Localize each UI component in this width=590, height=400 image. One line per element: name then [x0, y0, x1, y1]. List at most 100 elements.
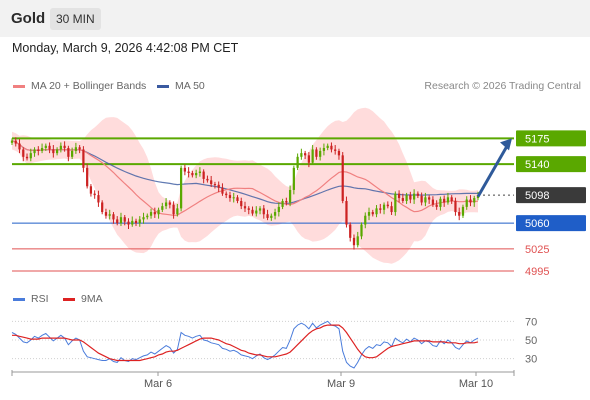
candle-body — [243, 206, 247, 209]
candle-body — [431, 199, 435, 205]
candle-body — [345, 201, 348, 225]
candle-body — [356, 236, 359, 246]
x-tick-label: Mar 9 — [327, 378, 355, 390]
candle-body — [97, 195, 100, 203]
rsi-tick-50: 50 — [525, 335, 537, 347]
candle-body — [397, 193, 401, 199]
candle-body — [161, 206, 164, 210]
candle-body — [108, 214, 111, 216]
candle-body — [390, 206, 393, 213]
legend-ma50: MA 50 — [157, 80, 205, 92]
x-tick-label: Mar 6 — [144, 378, 172, 390]
x-tick-label: Mar 10 — [459, 378, 493, 390]
ma20-legend-label: MA 20 + Bollinger Bands — [31, 80, 147, 92]
candle-body — [25, 156, 29, 159]
forecast-arrow-shaft — [476, 143, 510, 198]
candle-body — [262, 208, 265, 215]
candle-body — [168, 202, 171, 205]
candle-body — [326, 145, 329, 148]
candle-body — [138, 219, 141, 224]
candle-body — [210, 180, 213, 185]
candle-body — [240, 201, 243, 207]
candle-body — [187, 171, 190, 174]
level-tag-5060 — [516, 215, 586, 232]
level-label-5140: 5140 — [525, 159, 549, 171]
ma50-line — [11, 140, 479, 205]
ma50-swatch — [157, 84, 169, 88]
rsi-swatch — [13, 297, 25, 301]
candle-body — [134, 220, 138, 224]
candle-body — [300, 153, 303, 157]
candle-body — [112, 214, 115, 220]
candle-body — [420, 195, 423, 203]
candle-body — [277, 206, 280, 213]
candle-body — [89, 186, 93, 194]
candle-body — [55, 149, 59, 154]
candle-body — [251, 209, 254, 214]
level-tag-5175 — [516, 130, 586, 147]
candle-body — [123, 217, 126, 222]
candle-body — [281, 201, 284, 207]
candle-body — [104, 212, 108, 216]
candle-body — [191, 173, 194, 176]
candle-body — [131, 220, 134, 225]
rsi-legend-label: RSI — [31, 293, 49, 305]
candle-body — [119, 217, 123, 224]
ma20-line — [11, 140, 479, 217]
candle-body — [266, 214, 269, 218]
candle-body — [367, 212, 371, 216]
candle-body — [22, 149, 25, 157]
timeframe-badge[interactable]: 30 MIN — [50, 8, 101, 30]
candle-body — [258, 208, 262, 211]
chart-datetime: Monday, March 9, 2026 4:42:08 PM CET — [12, 41, 239, 55]
candle-body — [412, 193, 416, 200]
candle-body — [473, 198, 476, 203]
candle-body — [176, 208, 179, 215]
candle-body — [255, 210, 258, 214]
candle-body — [228, 195, 232, 199]
candle-body — [202, 171, 205, 179]
candle-body — [454, 201, 457, 213]
candle-body — [236, 197, 239, 201]
candle-body — [78, 147, 81, 150]
candle-body — [330, 145, 333, 150]
candle-body — [59, 145, 62, 150]
candle-body — [304, 153, 307, 156]
candle-body — [74, 147, 78, 151]
candle-body — [14, 140, 17, 144]
legend-ma20: MA 20 + Bollinger Bands — [13, 80, 146, 92]
candle-body — [172, 204, 175, 215]
candle-body — [337, 150, 341, 156]
candle-body — [394, 193, 397, 213]
candle-body — [341, 155, 344, 201]
candle-body — [386, 204, 389, 207]
candle-body — [334, 149, 337, 151]
candle-body — [157, 209, 160, 215]
candle-body — [40, 147, 44, 151]
header-bar: Gold 30 MIN — [0, 0, 590, 37]
level-label-4995: 4995 — [525, 266, 549, 278]
candle-body — [213, 184, 217, 186]
candle-body — [285, 201, 288, 203]
candle-body — [379, 208, 382, 210]
candle-body — [405, 195, 408, 201]
candle-body — [296, 156, 299, 168]
candle-body — [86, 167, 89, 187]
candle-body — [319, 150, 322, 157]
candle-body — [198, 171, 202, 174]
level-label-5098: 5098 — [525, 190, 549, 202]
candle-body — [37, 149, 40, 151]
candle-body — [461, 206, 465, 216]
candle-body — [52, 149, 55, 154]
candle-body — [401, 198, 404, 201]
candle-body — [465, 199, 468, 207]
bollinger-band-area — [12, 107, 478, 264]
candle-body — [375, 208, 378, 215]
candle-body — [63, 145, 66, 148]
candle-body — [10, 140, 14, 143]
candle-body — [270, 215, 273, 218]
candle-body — [288, 189, 292, 203]
candle-body — [221, 187, 224, 194]
candle-body — [307, 155, 311, 163]
